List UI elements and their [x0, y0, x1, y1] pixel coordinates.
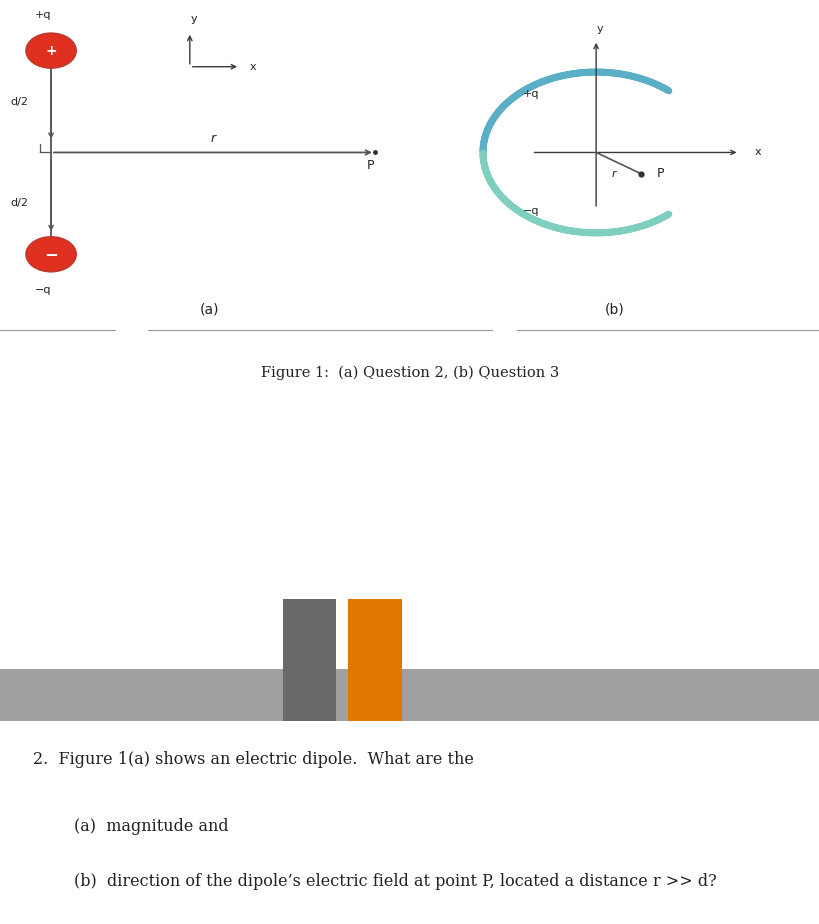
- Text: +q: +q: [35, 10, 52, 19]
- Text: +: +: [45, 43, 57, 57]
- Text: y: y: [190, 14, 197, 24]
- Text: d/2: d/2: [10, 96, 28, 106]
- Text: (b)  direction of the dipole’s electric field at point P, located a distance r >: (b) direction of the dipole’s electric f…: [74, 873, 716, 890]
- Text: (b): (b): [604, 302, 624, 317]
- Text: x: x: [249, 62, 256, 72]
- Text: (a): (a): [199, 302, 219, 317]
- Text: −q: −q: [35, 286, 52, 295]
- Circle shape: [26, 33, 76, 68]
- Text: 2.  Figure 1(a) shows an electric dipole.  What are the: 2. Figure 1(a) shows an electric dipole.…: [33, 751, 473, 768]
- Text: y: y: [596, 24, 603, 34]
- Text: x: x: [753, 148, 760, 157]
- Text: (a)  magnitude and: (a) magnitude and: [74, 819, 229, 835]
- Bar: [348, 599, 401, 721]
- Text: r: r: [210, 132, 215, 145]
- Bar: [283, 599, 336, 721]
- Text: −q: −q: [523, 206, 539, 216]
- Text: −: −: [44, 245, 58, 263]
- Text: +q: +q: [523, 89, 539, 99]
- Text: P: P: [656, 167, 663, 180]
- Text: Figure 1:  (a) Question 2, (b) Question 3: Figure 1: (a) Question 2, (b) Question 3: [260, 366, 559, 381]
- Text: r: r: [610, 168, 615, 178]
- Bar: [0, 669, 819, 721]
- Text: P: P: [367, 159, 374, 172]
- Circle shape: [26, 237, 76, 272]
- Text: d/2: d/2: [10, 199, 28, 209]
